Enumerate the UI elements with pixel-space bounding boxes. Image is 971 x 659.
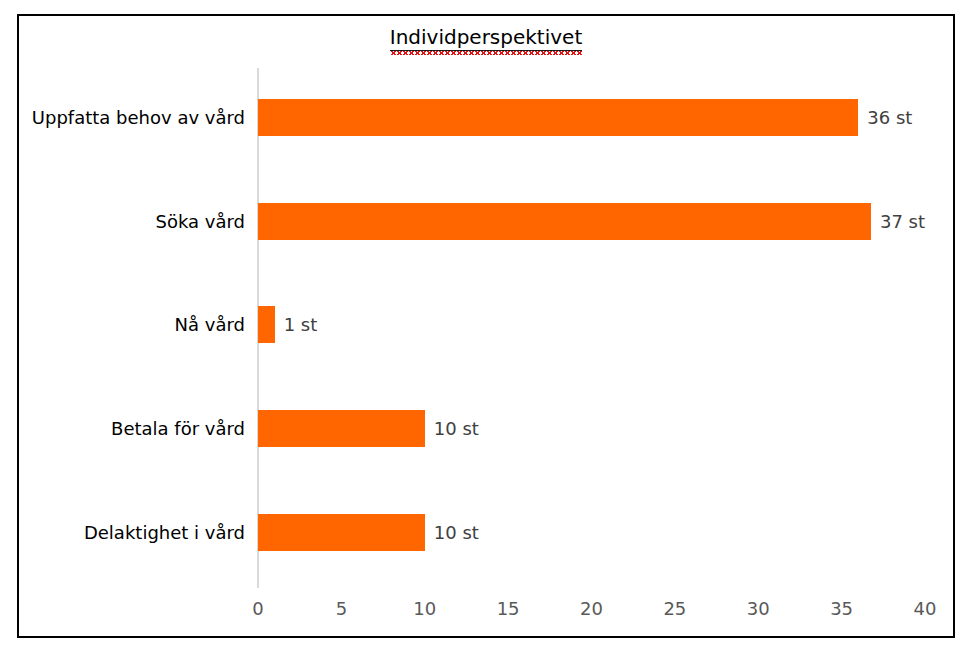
bar[interactable] xyxy=(258,514,425,551)
bar-row: Uppfatta behov av vård 36 st xyxy=(19,66,953,170)
x-tick-label: 35 xyxy=(830,598,853,619)
chart-canvas: Individperspektivet Uppfatta behov av vå… xyxy=(0,0,971,659)
bar-row: Betala för vård 10 st xyxy=(19,377,953,481)
category-label: Uppfatta behov av vård xyxy=(19,107,258,128)
x-tick-label: 20 xyxy=(580,598,603,619)
x-tick-label: 25 xyxy=(663,598,686,619)
x-tick-label: 10 xyxy=(413,598,436,619)
x-tick-label: 0 xyxy=(252,598,263,619)
bar-row: Delaktighet i vård 10 st xyxy=(19,480,953,584)
value-label: 10 st xyxy=(434,522,479,543)
x-tick-label: 40 xyxy=(914,598,937,619)
value-label: 10 st xyxy=(434,418,479,439)
plot-area: Uppfatta behov av vård 36 st Söka vård 37 s… xyxy=(19,16,953,636)
bar-track: 36 st xyxy=(258,99,925,136)
bar[interactable] xyxy=(258,203,871,240)
bar-track: 37 st xyxy=(258,203,925,240)
category-label: Nå vård xyxy=(19,314,258,335)
chart-frame: Individperspektivet Uppfatta behov av vå… xyxy=(17,14,955,638)
category-label: Söka vård xyxy=(19,211,258,232)
bar-row: Söka vård 37 st xyxy=(19,170,953,274)
bar[interactable] xyxy=(258,306,275,343)
bar-track: 1 st xyxy=(258,306,925,343)
x-tick-label: 15 xyxy=(497,598,520,619)
bar-track: 10 st xyxy=(258,514,925,551)
category-label: Betala för vård xyxy=(19,418,258,439)
x-axis-tick-labels: 0510152025303540 xyxy=(258,598,925,624)
bar-rows: Uppfatta behov av vård 36 st Söka vård 37 s… xyxy=(19,66,953,584)
bar[interactable] xyxy=(258,99,858,136)
value-label: 37 st xyxy=(880,211,925,232)
bar-track: 10 st xyxy=(258,410,925,447)
x-tick-label: 5 xyxy=(336,598,347,619)
bar[interactable] xyxy=(258,410,425,447)
value-label: 1 st xyxy=(284,314,318,335)
x-tick-label: 30 xyxy=(747,598,770,619)
value-label: 36 st xyxy=(867,107,912,128)
category-label: Delaktighet i vård xyxy=(19,522,258,543)
bar-row: Nå vård 1 st xyxy=(19,273,953,377)
